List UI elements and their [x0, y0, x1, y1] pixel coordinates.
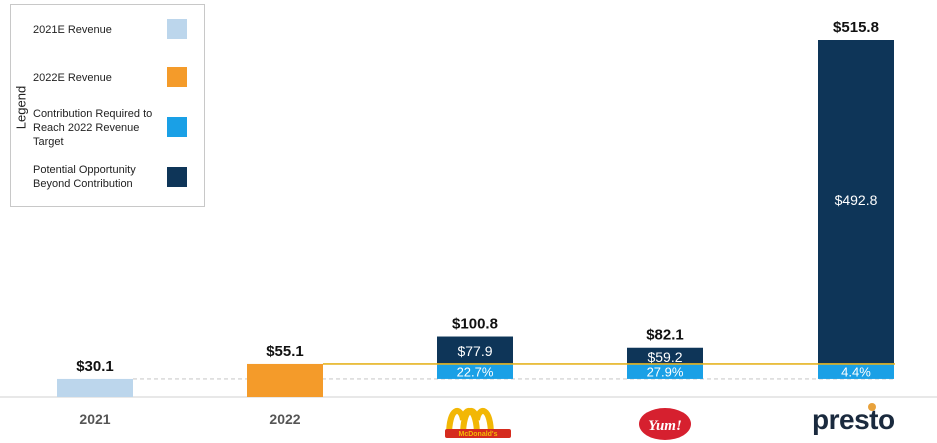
bar-2021-segment [57, 378, 133, 397]
bar-2022-total-label: $55.1 [266, 343, 304, 360]
bar-yum-opportunity-label: $59.2 [647, 349, 682, 365]
bar-yum-opportunity-segment [627, 347, 703, 364]
bar-2022-segment [247, 363, 323, 397]
legend-label-2022e: 2022E Revenue [33, 72, 112, 84]
bar-presto-opportunity-label: $492.8 [835, 192, 878, 208]
bar-yum-total-label: $82.1 [646, 327, 684, 344]
legend-swatch-contribution [167, 117, 187, 137]
presto-logo-dot [868, 403, 876, 411]
bar-presto-total-label: $515.8 [833, 19, 879, 36]
bar-mcdonalds-opportunity-label: $77.9 [457, 343, 492, 359]
yum-logo: Yum! [639, 408, 691, 440]
bar-mcdonalds-contribution-label: 22.7% [457, 364, 494, 379]
legend-swatch-opportunity [167, 167, 187, 187]
bar-2021-total-label: $30.1 [76, 358, 114, 375]
bar-mcdonalds-total-label: $100.8 [452, 316, 498, 333]
legend-label-contribution: Contribution Required to Reach 2022 Reve… [33, 108, 153, 148]
presto-logo: presto [812, 404, 895, 435]
legend-label-2021e: 2021E Revenue [33, 24, 112, 36]
legend-swatch-2022e [167, 67, 187, 87]
legend-swatch-2021e [167, 19, 187, 39]
yum-logo-text: Yum! [648, 418, 682, 434]
x-tick-label-2022: 2022 [269, 411, 300, 427]
legend-box: Legend 2021E Revenue 2022E Revenue Contr… [10, 4, 205, 207]
bar-yum-contribution-segment [627, 363, 703, 379]
legend-title: Legend [13, 85, 29, 130]
bar-yum-contribution-label: 27.9% [647, 364, 684, 379]
legend-label-opportunity: Potential Opportunity Beyond Contributio… [33, 164, 136, 190]
mcdonalds-logo-text: McDonald's [458, 431, 497, 438]
bar-mcdonalds-opportunity-segment [437, 336, 513, 364]
mcdonalds-logo: McDonald's [445, 408, 511, 438]
bar-presto-contribution-segment [818, 363, 894, 379]
bar-presto-contribution-label: 4.4% [841, 364, 871, 379]
bar-mcdonalds-contribution-segment [437, 363, 513, 379]
x-tick-label-2021: 2021 [79, 411, 110, 427]
bar-presto-opportunity-segment [818, 40, 894, 364]
